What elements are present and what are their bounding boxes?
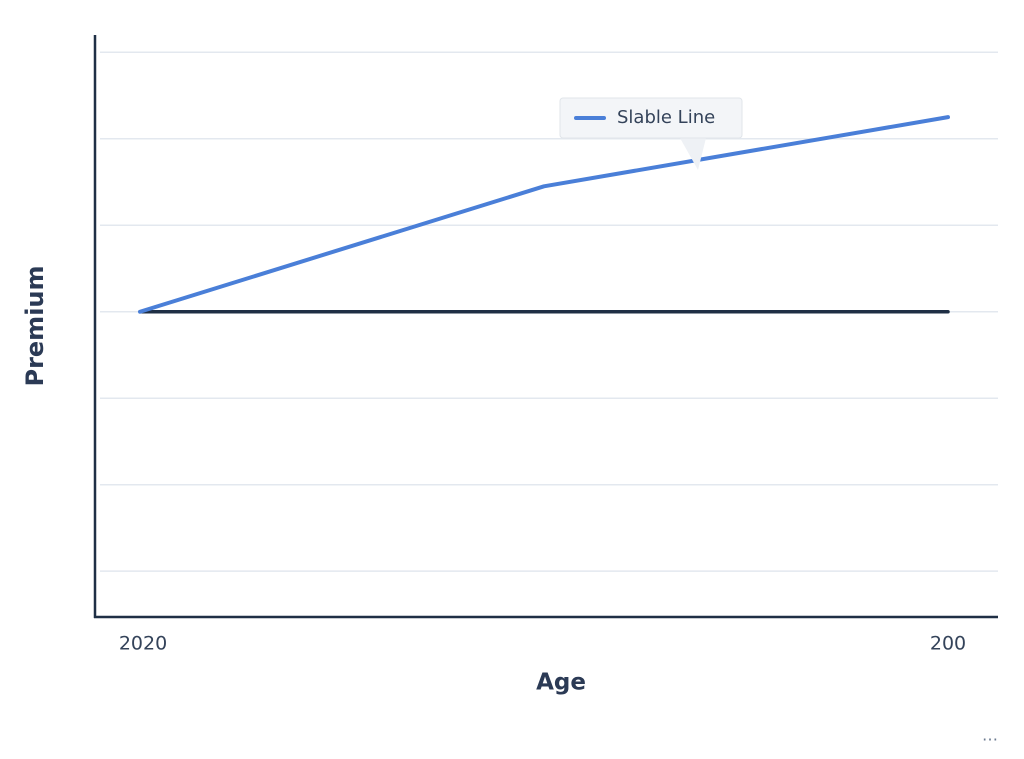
legend-pointer: [680, 138, 706, 170]
x-tick-label: 200: [930, 633, 966, 655]
lines: [138, 115, 950, 314]
y-axis-label: Premium: [21, 265, 49, 386]
legend-box: [559, 97, 743, 139]
more-dots: …: [982, 726, 998, 745]
x-axis-label: Age: [536, 670, 586, 696]
series-line: [138, 115, 950, 314]
legend: Slable Line: [559, 97, 743, 170]
legend-label: Slable Line: [617, 107, 715, 128]
x-tick-label: 2020: [119, 633, 167, 655]
